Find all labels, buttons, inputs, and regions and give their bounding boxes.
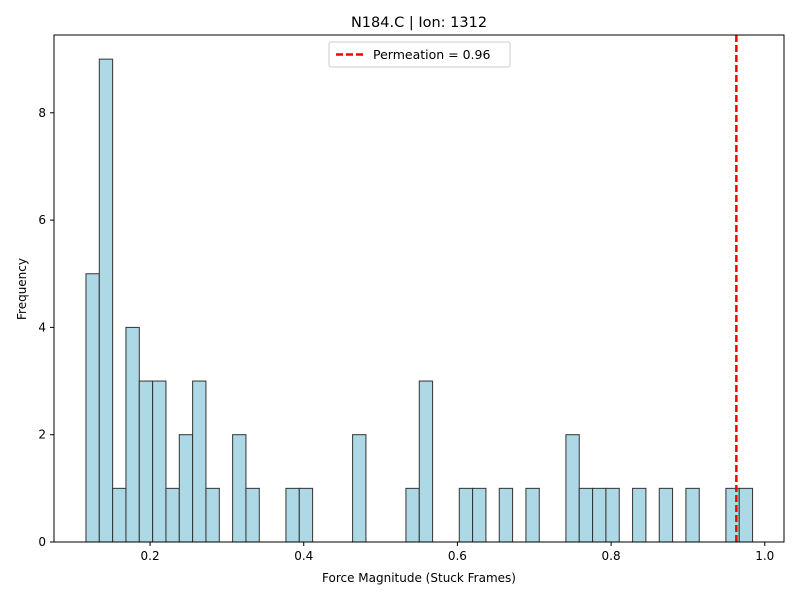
- histogram-bar: [632, 487, 647, 543]
- histogram-bar: [98, 58, 114, 543]
- x-tick-label: 0.6: [448, 549, 467, 563]
- histogram-bar: [658, 487, 674, 543]
- histogram-bar: [232, 434, 247, 543]
- x-tick-label: 1.0: [755, 549, 774, 563]
- legend-box: [328, 41, 511, 68]
- histogram-bar: [498, 487, 514, 543]
- histogram-bar: [125, 326, 140, 543]
- histogram-bar: [85, 273, 100, 543]
- histogram-bar: [245, 487, 260, 543]
- histogram-bar: [285, 487, 300, 543]
- histogram-bar: [565, 434, 580, 543]
- histogram-bar: [578, 487, 594, 543]
- histogram-bar: [178, 434, 194, 543]
- histogram-bar: [205, 487, 220, 543]
- histogram-bar: [192, 380, 207, 543]
- histogram-bar: [605, 487, 620, 543]
- x-tick-label: 0.2: [141, 549, 160, 563]
- legend-entry-label: Permeation = 0.96: [373, 47, 490, 62]
- histogram-bar: [738, 487, 754, 543]
- histogram-bar: [458, 487, 474, 543]
- plot-frame: [53, 34, 785, 543]
- x-tick-label: 0.4: [294, 549, 313, 563]
- y-tick-label: 2: [38, 428, 46, 442]
- y-tick-label: 0: [38, 535, 46, 549]
- y-axis-label: Frequency: [15, 258, 29, 320]
- histogram-bar: [685, 487, 700, 543]
- legend: Permeation = 0.96: [328, 41, 511, 68]
- chart-title: N184.C | Ion: 1312: [351, 15, 487, 31]
- histogram-bar: [298, 487, 314, 543]
- histogram-bar: [165, 487, 180, 543]
- histogram-bar: [138, 380, 154, 543]
- histogram-bar: [418, 380, 434, 543]
- bars-group: [85, 58, 754, 543]
- x-axis-label: Force Magnitude (Stuck Frames): [322, 571, 516, 585]
- y-tick-label: 6: [38, 213, 46, 227]
- histogram-bar: [112, 487, 127, 543]
- histogram-bar: [352, 434, 367, 543]
- histogram-bar: [405, 487, 420, 543]
- y-tick-label: 4: [38, 320, 46, 334]
- histogram-bar: [152, 380, 167, 543]
- x-tick-label: 0.8: [602, 549, 621, 563]
- y-axis-ticks: 0 2 4 6 8: [38, 106, 54, 549]
- histogram-bar: [472, 487, 487, 543]
- y-tick-label: 8: [38, 106, 46, 120]
- x-axis-ticks: 0.2 0.4 0.6 0.8 1.0: [141, 542, 774, 563]
- histogram-bar: [592, 487, 607, 543]
- histogram-bar: [525, 487, 540, 543]
